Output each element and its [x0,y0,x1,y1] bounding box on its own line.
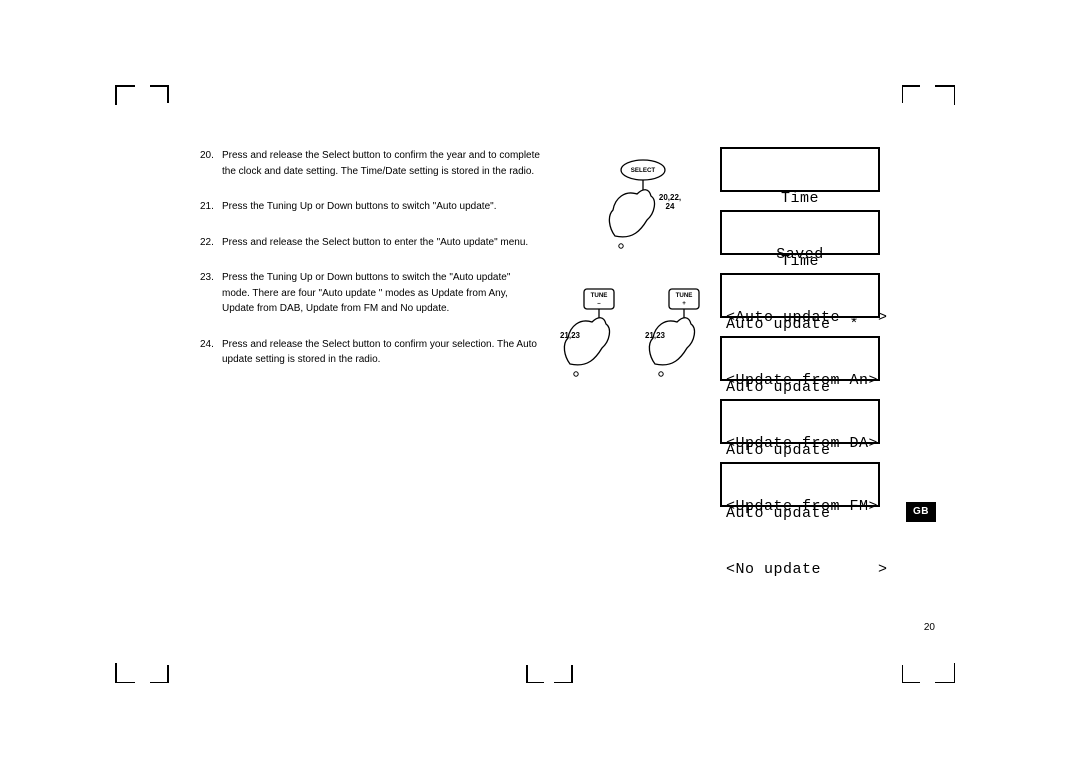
tune-up-label-1: TUNE [676,292,693,299]
lcd-line1: Time [726,190,874,209]
lcd-line1: Auto update * [726,316,874,335]
figure-step-label: 21,23 [640,332,670,341]
lcd-line1: Time [726,253,874,272]
lcd-line2: <No update > [726,561,874,580]
tune-down-label-2: – [597,300,601,307]
figure-step-label: 21,23 [555,332,585,341]
hand-press-icon: TUNE – [540,286,630,381]
instruction-item: 24. Press and release the Select button … [200,337,540,368]
instruction-number: 21. [200,199,222,215]
instruction-text: Press and release the Select button to c… [222,337,540,368]
instruction-text: Press and release the Select button to e… [222,235,540,251]
instruction-number: 23. [200,270,222,317]
tune-down-label-1: TUNE [591,292,608,299]
instruction-number: 20. [200,148,222,179]
instruction-text: Press the Tuning Up or Down buttons to s… [222,270,540,317]
figure-tune-down-press: TUNE – 21,23 [540,286,630,381]
instruction-item: 21. Press the Tuning Up or Down buttons … [200,199,540,215]
instruction-item: 23. Press the Tuning Up or Down buttons … [200,270,540,317]
instruction-item: 20. Press and release the Select button … [200,148,540,179]
page-number: 20 [924,622,935,633]
figure-step-label: 20,22,24 [653,194,687,212]
figure-select-press: SELECT 20,22,24 [585,158,675,253]
instruction-list: 20. Press and release the Select button … [200,148,540,388]
figure-tune-up-press: TUNE + 21,23 [625,286,715,381]
lcd-screen: Time Saved [720,147,880,192]
instruction-number: 22. [200,235,222,251]
instruction-number: 24. [200,337,222,368]
hand-press-icon: TUNE + [625,286,715,381]
lcd-screens: Time Saved Time <Auto update > Auto upda… [720,147,880,525]
instruction-item: 22. Press and release the Select button … [200,235,540,251]
language-badge: GB [906,502,936,522]
select-button-label: SELECT [631,167,656,174]
instruction-text: Press and release the Select button to c… [222,148,540,179]
instruction-text: Press the Tuning Up or Down buttons to s… [222,199,540,215]
tune-up-label-2: + [682,300,686,307]
